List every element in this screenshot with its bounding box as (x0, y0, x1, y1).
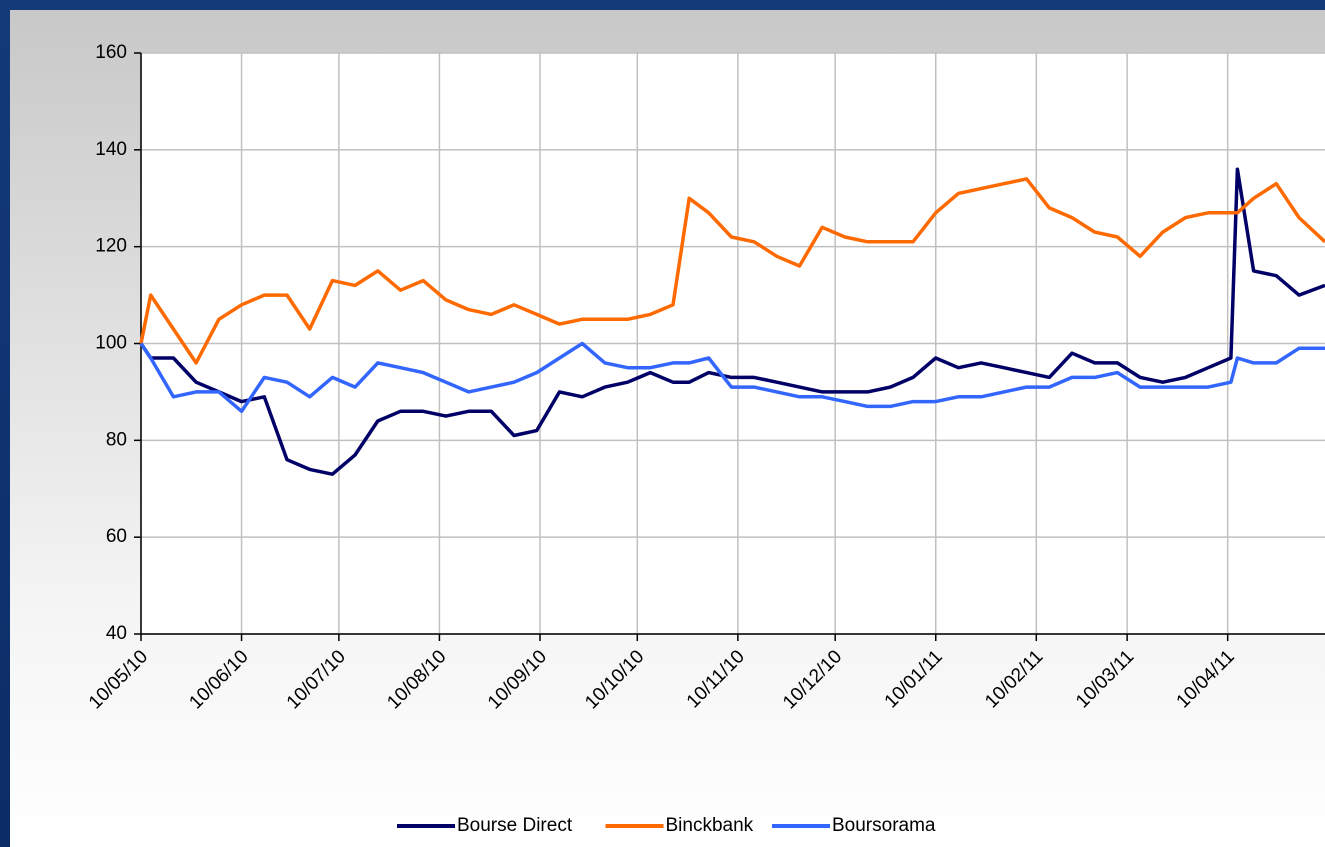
y-tick-label: 120 (95, 236, 127, 257)
y-tick-label: 140 (95, 139, 127, 160)
y-tick-label: 80 (106, 429, 127, 450)
series-line (139, 177, 1325, 365)
y-tick-label: 60 (106, 526, 127, 547)
series-line (139, 341, 1325, 414)
legend-label: Binckbank (666, 815, 754, 836)
legend-label: Bourse Direct (457, 815, 573, 836)
y-tick-label: 160 (95, 42, 127, 63)
legend-label: Boursorama (832, 815, 936, 836)
series-line (139, 167, 1325, 476)
y-tick-label: 100 (95, 333, 127, 354)
y-tick-label: 40 (106, 623, 127, 644)
